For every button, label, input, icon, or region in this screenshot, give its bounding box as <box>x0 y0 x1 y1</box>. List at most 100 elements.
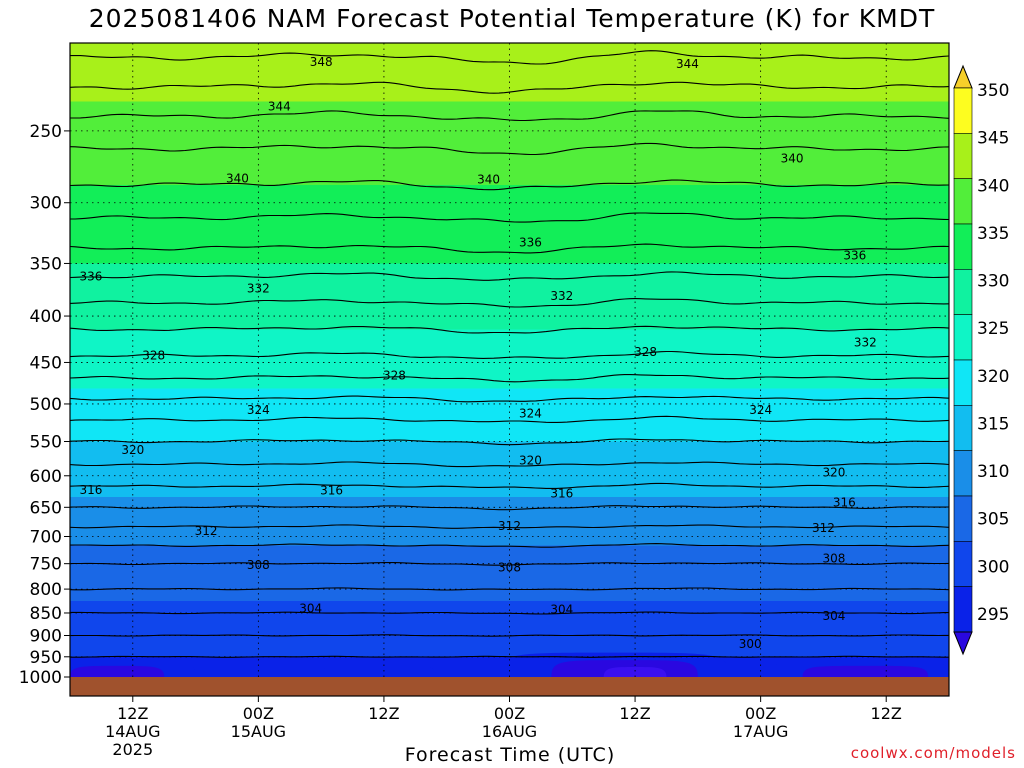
x-tick-label: 00Z <box>745 704 776 723</box>
contour-label: 328 <box>142 348 165 362</box>
colorbar-box <box>953 314 973 361</box>
x-tick-label: 15AUG <box>231 722 286 741</box>
colorbar-box <box>953 87 973 134</box>
contour-label: 336 <box>843 248 866 262</box>
contour-label: 316 <box>79 483 102 497</box>
contour-label: 316 <box>833 495 856 509</box>
contour-label: 324 <box>519 406 542 420</box>
x-tick-label: 16AUG <box>482 722 537 741</box>
colorbar-label: 310 <box>977 462 1009 482</box>
colorbar-box <box>953 586 973 633</box>
contour-label: 316 <box>320 484 343 498</box>
colorbar-box <box>953 359 973 406</box>
y-tick-label: 550 <box>30 432 62 452</box>
colorbar-box <box>953 450 973 497</box>
contour-318 <box>70 461 949 468</box>
contour-label: 332 <box>854 336 877 350</box>
colorbar-box <box>953 541 973 587</box>
contour-label: 308 <box>498 560 521 574</box>
colorbar-label: 295 <box>977 605 1009 625</box>
contour-310 <box>70 543 949 548</box>
contour-label: 320 <box>519 453 542 467</box>
source-credit: coolwx.com/models <box>850 744 1016 762</box>
y-tick-label: 800 <box>30 580 62 600</box>
x-tick-label: 00Z <box>243 704 274 723</box>
y-tick-label: 950 <box>30 648 62 668</box>
colorbar-label: 350 <box>977 81 1009 101</box>
contour-label: 308 <box>247 558 270 572</box>
contour-label: 324 <box>749 403 772 417</box>
y-tick-label: 750 <box>30 555 62 575</box>
y-tick-label: 1000 <box>19 668 62 688</box>
cold-pocket <box>321 664 437 677</box>
colorbar-bottom-triangle <box>953 631 973 656</box>
contour-label: 332 <box>550 289 573 303</box>
y-tick-label: 350 <box>30 254 62 274</box>
contour-label: 340 <box>781 151 804 165</box>
y-tick-label: 450 <box>30 353 62 373</box>
y-tick-label: 400 <box>30 307 62 327</box>
y-tick-label: 500 <box>30 395 62 415</box>
colorbar-box <box>953 223 973 270</box>
contour-label: 340 <box>226 171 249 185</box>
contour-330 <box>70 325 949 334</box>
contour-304 <box>70 611 949 615</box>
x-tick-label: 12Z <box>871 704 902 723</box>
colorbar-label: 330 <box>977 272 1009 292</box>
contour-label: 348 <box>310 55 333 69</box>
contour-label: 300 <box>739 637 762 651</box>
colorbar-label: 320 <box>977 367 1009 387</box>
y-tick-label: 250 <box>30 122 62 142</box>
terrain-band <box>70 677 949 696</box>
colorbar-box <box>953 495 973 542</box>
colorbar-label: 325 <box>977 319 1009 339</box>
contour-label: 304 <box>299 601 322 615</box>
colorbar-label: 345 <box>977 129 1009 149</box>
cold-pockets <box>70 652 949 677</box>
cold-pocket <box>802 665 929 677</box>
contour-306 <box>70 587 949 591</box>
colorbar: 350 345 340 335 330 325 320 315 310 305 300 295 <box>953 64 1009 656</box>
colorbar-box <box>953 178 973 225</box>
contour-340 <box>70 179 949 191</box>
contour-label: 332 <box>247 282 270 296</box>
x-tick-label: 12Z <box>368 704 399 723</box>
field-fill <box>70 43 949 677</box>
contour-label: 324 <box>247 403 270 417</box>
chart-title: 2025081406 NAM Forecast Potential Temper… <box>88 4 936 33</box>
colorbar-label: 305 <box>977 510 1009 530</box>
colorbar-label: 340 <box>977 176 1009 196</box>
contour-348 <box>70 50 949 65</box>
contour-label: 340 <box>477 173 500 187</box>
x-tick-label: 14AUG <box>105 722 160 741</box>
contour-label: 328 <box>383 368 406 382</box>
colorbar-box <box>953 405 973 451</box>
contour-334 <box>70 271 949 281</box>
grid-lines <box>70 43 949 677</box>
contour-label: 312 <box>498 519 521 533</box>
colorbar-top-triangle <box>953 64 973 89</box>
contour-322 <box>70 415 949 423</box>
contour-label: 312 <box>812 521 835 535</box>
y-axis: 2503003504004505005506006507007508008509… <box>19 122 70 688</box>
y-tick-label: 900 <box>30 626 62 646</box>
contour-332 <box>70 298 949 308</box>
x-axis-label: Forecast Time (UTC) <box>404 744 616 766</box>
contour-label: 320 <box>121 443 144 457</box>
colorbar-box <box>953 269 973 315</box>
y-tick-label: 700 <box>30 527 62 547</box>
x-tick-label: 12Z <box>117 704 148 723</box>
contour-338 <box>70 212 949 223</box>
contour-label: 344 <box>676 57 699 71</box>
y-tick-label: 600 <box>30 467 62 487</box>
y-tick-label: 850 <box>30 604 62 624</box>
x-tick-label: 00Z <box>494 704 525 723</box>
x-tick-label: 17AUG <box>733 722 788 741</box>
contour-label: 336 <box>519 236 542 250</box>
contour-label: 312 <box>195 524 218 538</box>
contour-316 <box>70 482 949 489</box>
cold-pocket <box>603 667 667 677</box>
contour-346 <box>70 81 949 94</box>
colorbar-label: 315 <box>977 414 1009 434</box>
